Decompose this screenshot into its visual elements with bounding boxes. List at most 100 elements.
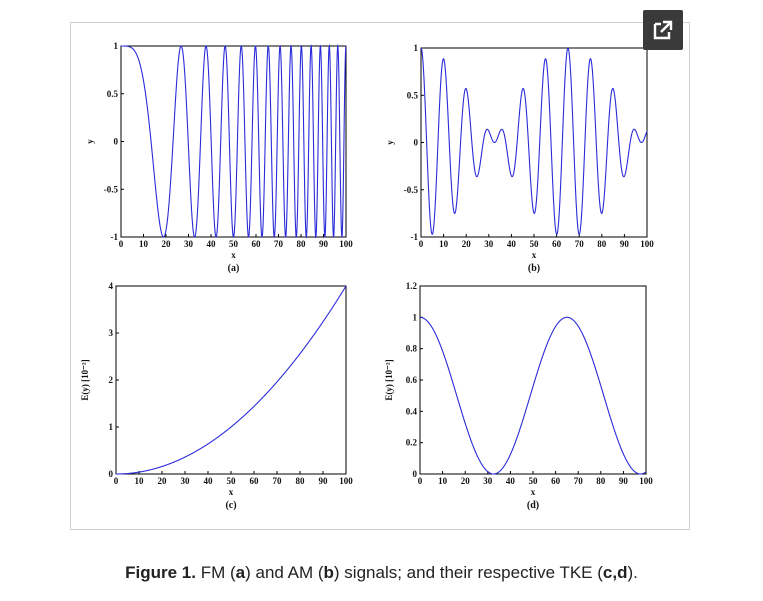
- x-tick-label: 80: [297, 239, 307, 249]
- x-tick-label: 30: [184, 239, 194, 249]
- x-tick-label: 90: [619, 476, 629, 486]
- y-tick-label: 1: [114, 41, 119, 51]
- expand-icon: [653, 20, 673, 40]
- caption-label: Figure 1.: [125, 563, 196, 582]
- y-tick-label: -1: [411, 232, 419, 242]
- x-tick-label: 50: [227, 476, 237, 486]
- y-tick-label: 1: [414, 43, 419, 53]
- x-tick-label: 80: [296, 476, 306, 486]
- panel-label-c: (c): [225, 500, 236, 511]
- expand-button[interactable]: [643, 10, 683, 50]
- y-axis-label: E(y) [10⁻²]: [80, 359, 90, 400]
- caption-text-2: ) and AM (: [245, 563, 324, 582]
- x-tick-label: 80: [597, 239, 607, 249]
- x-tick-label: 20: [462, 239, 472, 249]
- y-tick-label: 1: [413, 312, 418, 322]
- series-line-b: [420, 47, 648, 235]
- x-tick-label: 40: [506, 476, 516, 486]
- x-axis-label: x: [531, 487, 536, 497]
- x-tick-label: 50: [229, 239, 239, 249]
- x-tick-label: 0: [119, 239, 124, 249]
- y-tick-label: -1: [111, 232, 119, 242]
- panel-label-b: (b): [528, 263, 540, 274]
- plot-frame-d: [419, 285, 647, 475]
- y-tick-label: 0.4: [406, 406, 418, 416]
- y-tick-label: 0: [414, 138, 419, 148]
- y-tick-label: 2: [109, 375, 114, 385]
- x-tick-label: 100: [639, 476, 653, 486]
- y-tick-label: 0: [114, 137, 119, 147]
- x-tick-label: 20: [158, 476, 168, 486]
- x-tick-label: 70: [574, 476, 584, 486]
- panel-label-a: (a): [228, 263, 240, 274]
- figure-caption: Figure 1. FM (a) and AM (b) signals; and…: [0, 563, 763, 583]
- x-axis-label: x: [231, 250, 236, 260]
- x-tick-label: 100: [339, 239, 353, 249]
- x-tick-label: 0: [418, 476, 423, 486]
- series-line-c: [116, 285, 347, 475]
- caption-text-1: FM (: [195, 563, 236, 582]
- x-tick-label: 10: [438, 476, 448, 486]
- x-tick-label: 30: [181, 476, 191, 486]
- x-tick-label: 90: [620, 239, 630, 249]
- panel-label-d: (d): [527, 500, 539, 511]
- x-tick-label: 40: [204, 476, 214, 486]
- x-tick-label: 10: [139, 239, 149, 249]
- y-tick-label: 0.5: [107, 89, 119, 99]
- x-tick-label: 30: [484, 239, 494, 249]
- x-tick-label: 70: [274, 239, 284, 249]
- x-tick-label: 100: [640, 239, 654, 249]
- y-tick-label: 0.2: [406, 438, 418, 448]
- plot-frame-b: [420, 47, 648, 238]
- y-tick-label: 1.2: [406, 281, 418, 291]
- y-tick-label: -0.5: [404, 185, 419, 195]
- x-tick-label: 70: [575, 239, 585, 249]
- y-axis-label: E(y) [10⁻²]: [384, 359, 394, 400]
- x-tick-label: 90: [319, 239, 329, 249]
- y-axis-label: y: [85, 139, 95, 144]
- x-tick-label: 100: [339, 476, 353, 486]
- caption-text-4: ).: [627, 563, 638, 582]
- x-tick-label: 70: [273, 476, 283, 486]
- x-tick-label: 10: [439, 239, 449, 249]
- x-tick-label: 10: [135, 476, 145, 486]
- caption-text-3: ) signals; and their respective TKE (: [333, 563, 603, 582]
- y-tick-label: 0.5: [407, 90, 419, 100]
- chart-d: 0 10 20 30 40 50 60 70 80 90 100 0 0.2 0.4 0.6 0.8 1 1.2 x…: [384, 281, 653, 511]
- series-line-d: [419, 316, 647, 475]
- series-line-a: [121, 43, 347, 239]
- x-tick-label: 60: [252, 239, 262, 249]
- figure-plots: 0 10 20 30 40 50 60 70 80 90 100-1-0.500.51x(a)y0 1…: [80, 41, 654, 511]
- chart-c: 0 10 20 30 40 50 60 70 80 90 100 0 1 2 3 4 x (c) E(y) [10⁻…: [80, 281, 353, 511]
- x-tick-label: 90: [319, 476, 329, 486]
- x-tick-label: 80: [596, 476, 606, 486]
- x-tick-label: 20: [162, 239, 172, 249]
- y-tick-label: 4: [109, 281, 114, 291]
- caption-ref-b: b: [323, 563, 334, 582]
- caption-ref-cd: c,d: [602, 563, 628, 582]
- x-tick-label: 60: [551, 476, 561, 486]
- x-tick-label: 0: [419, 239, 424, 249]
- y-tick-label: 0: [413, 469, 418, 479]
- y-tick-label: 0.8: [406, 344, 418, 354]
- y-tick-label: 1: [109, 422, 114, 432]
- y-tick-label: -0.5: [104, 184, 119, 194]
- x-tick-label: 30: [483, 476, 493, 486]
- caption-ref-a: a: [235, 563, 246, 582]
- plot-frame-c: [115, 285, 347, 475]
- y-tick-label: 0: [109, 469, 114, 479]
- x-tick-label: 60: [250, 476, 260, 486]
- x-axis-label: x: [229, 487, 234, 497]
- x-tick-label: 40: [507, 239, 517, 249]
- y-tick-label: 3: [109, 328, 114, 338]
- x-tick-label: 0: [114, 476, 119, 486]
- x-axis-label: x: [532, 250, 537, 260]
- x-tick-label: 50: [530, 239, 540, 249]
- chart-a: 0 10 20 30 40 50 60 70 80 90 100 -1 -0.5 0 0.5 1 x (a) y: [85, 41, 353, 274]
- x-tick-label: 20: [461, 476, 471, 486]
- chart-b: 0 10 20 30 40 50 60 70 80 90 100 -1 -0.5 0 0.5 1 x (b) y: [385, 43, 654, 274]
- y-tick-label: 0.6: [406, 375, 418, 385]
- x-tick-label: 50: [529, 476, 539, 486]
- x-tick-label: 60: [552, 239, 562, 249]
- x-tick-label: 40: [207, 239, 217, 249]
